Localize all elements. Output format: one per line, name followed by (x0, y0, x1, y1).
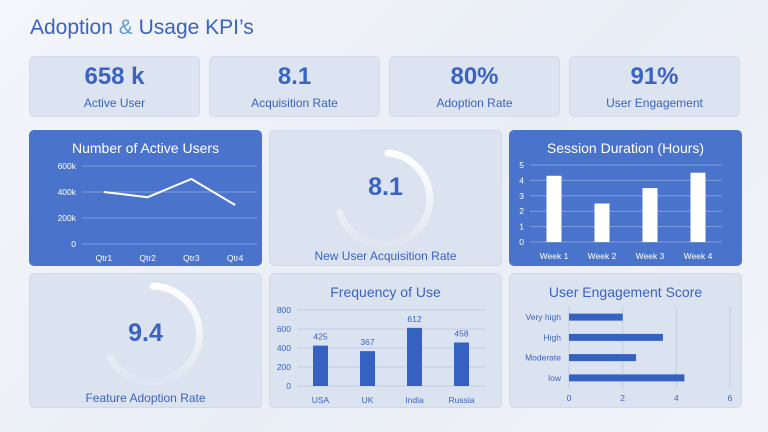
chart-title: Session Duration (Hours) (546, 140, 705, 156)
gauge-label: New User Acquisition Rate (314, 249, 457, 263)
y-tick-label: low (548, 373, 562, 383)
y-tick-label: 600 (277, 324, 291, 334)
y-tick-label: 400 (277, 343, 291, 353)
x-tick-label: 4 (674, 393, 679, 403)
kpi-value: 80% (450, 63, 499, 90)
x-tick-label: Qtr4 (227, 253, 244, 263)
bar (407, 327, 422, 386)
session-duration-chart-card: Session Duration (Hours) 0 1 2 3 4 5 Week 1 Wee… (509, 130, 742, 266)
bar (569, 333, 663, 341)
x-tick-label: India (405, 395, 424, 405)
kpi-card-user-engagement: 91% User Engagement (569, 56, 740, 117)
kpi-label: Acquisition Rate (251, 96, 338, 110)
kpi-label: Active User (83, 96, 146, 110)
bar (569, 313, 623, 321)
gauge-arc (336, 149, 434, 249)
chart-title: Number of Active Users (71, 140, 220, 156)
session-duration-chart: 0 1 2 3 4 5 Week 1 Week 2 Week 3 Week 4 (519, 160, 722, 261)
x-tick-label: USA (312, 395, 330, 405)
x-tick-label: Week 3 (636, 251, 665, 261)
bar (594, 203, 610, 242)
gauge-value: 8.1 (368, 173, 403, 201)
x-tick-label: Week 4 (684, 251, 713, 261)
y-tick-label: 5 (519, 160, 524, 170)
y-tick-label: 0 (71, 239, 76, 249)
x-tick-label: 2 (620, 393, 625, 403)
y-tick-label: 600k (58, 161, 77, 171)
kpi-label: Adoption Rate (436, 96, 513, 110)
kpi-card-active-user: 658 k Active User (29, 56, 200, 117)
y-tick-label: 4 (519, 175, 524, 185)
y-tick-label: 0 (286, 381, 291, 391)
feature-gauge-card: 9.4 Feature Adoption Rate (29, 273, 262, 408)
y-tick-label: 200k (58, 213, 77, 223)
bar (642, 188, 658, 242)
frequency-chart: 0 200 400 600 800 USA UK India Russia 425 367 612 45… (277, 305, 485, 405)
y-tick-label: Moderate (525, 353, 561, 363)
active-users-chart: 0 200k 400k 600k Qtr1 Qtr2 Qtr3 Qtr4 (58, 161, 257, 263)
bar (313, 345, 328, 386)
bar (690, 172, 706, 242)
y-tick-label: 3 (519, 191, 524, 201)
data-label: 458 (454, 328, 468, 338)
active-users-chart-card: Number of Active Users 0 200k 400k 600k Qtr1… (29, 130, 262, 266)
y-tick-label: High (544, 332, 562, 342)
y-tick-label: Very high (526, 312, 562, 322)
kpi-card-acquisition-rate: 8.1 Acquisition Rate (209, 56, 380, 117)
kpi-label: User Engagement (606, 96, 703, 110)
bar (569, 374, 685, 382)
data-label: 367 (360, 337, 374, 347)
gauge-label: Feature Adoption Rate (85, 391, 206, 405)
series-line (103, 177, 236, 206)
engagement-chart-card: User Engagement Score 0 2 4 6 Very high High M… (509, 273, 742, 408)
data-label: 612 (407, 314, 421, 324)
chart-title: User Engagement Score (548, 284, 703, 300)
x-tick-label: Russia (449, 395, 475, 405)
kpi-value: 91% (630, 63, 679, 90)
chart-title: Frequency of Use (330, 284, 441, 300)
x-tick-label: Week 2 (588, 251, 617, 261)
bar (360, 351, 375, 386)
data-label: 425 (313, 332, 327, 342)
x-tick-label: 0 (567, 393, 572, 403)
y-tick-label: 1 (519, 222, 524, 232)
x-tick-label: Week 1 (540, 251, 569, 261)
y-tick-label: 200 (277, 362, 291, 372)
kpi-value: 658 k (84, 63, 145, 90)
y-tick-label: 2 (519, 206, 524, 216)
acquisition-gauge (336, 149, 434, 249)
frequency-chart-card: Frequency of Use 0 200 400 600 800 USA UK India… (269, 273, 502, 408)
y-tick-label: 800 (277, 305, 291, 315)
x-tick-label: 6 (728, 393, 733, 403)
bar (546, 175, 562, 242)
gauge-value: 9.4 (128, 319, 163, 347)
kpi-card-adoption-rate: 80% Adoption Rate (389, 56, 560, 117)
x-tick-label: UK (362, 395, 374, 405)
x-tick-label: Qtr3 (183, 253, 200, 263)
y-tick-label: 0 (519, 237, 524, 247)
bar (454, 342, 469, 386)
y-tick-label: 400k (58, 187, 77, 197)
feature-gauge (106, 282, 204, 386)
acquisition-gauge-card: 8.1 New User Acquisition Rate (269, 130, 502, 266)
engagement-chart: 0 2 4 6 Very high High Moderate low (525, 307, 733, 403)
x-tick-label: Qtr2 (139, 253, 156, 263)
bar (569, 354, 637, 362)
gauge-arc (106, 282, 204, 386)
x-tick-label: Qtr1 (96, 253, 113, 263)
kpi-value: 8.1 (277, 63, 312, 90)
page-title: Adoption & Usage KPI’s (30, 16, 254, 39)
